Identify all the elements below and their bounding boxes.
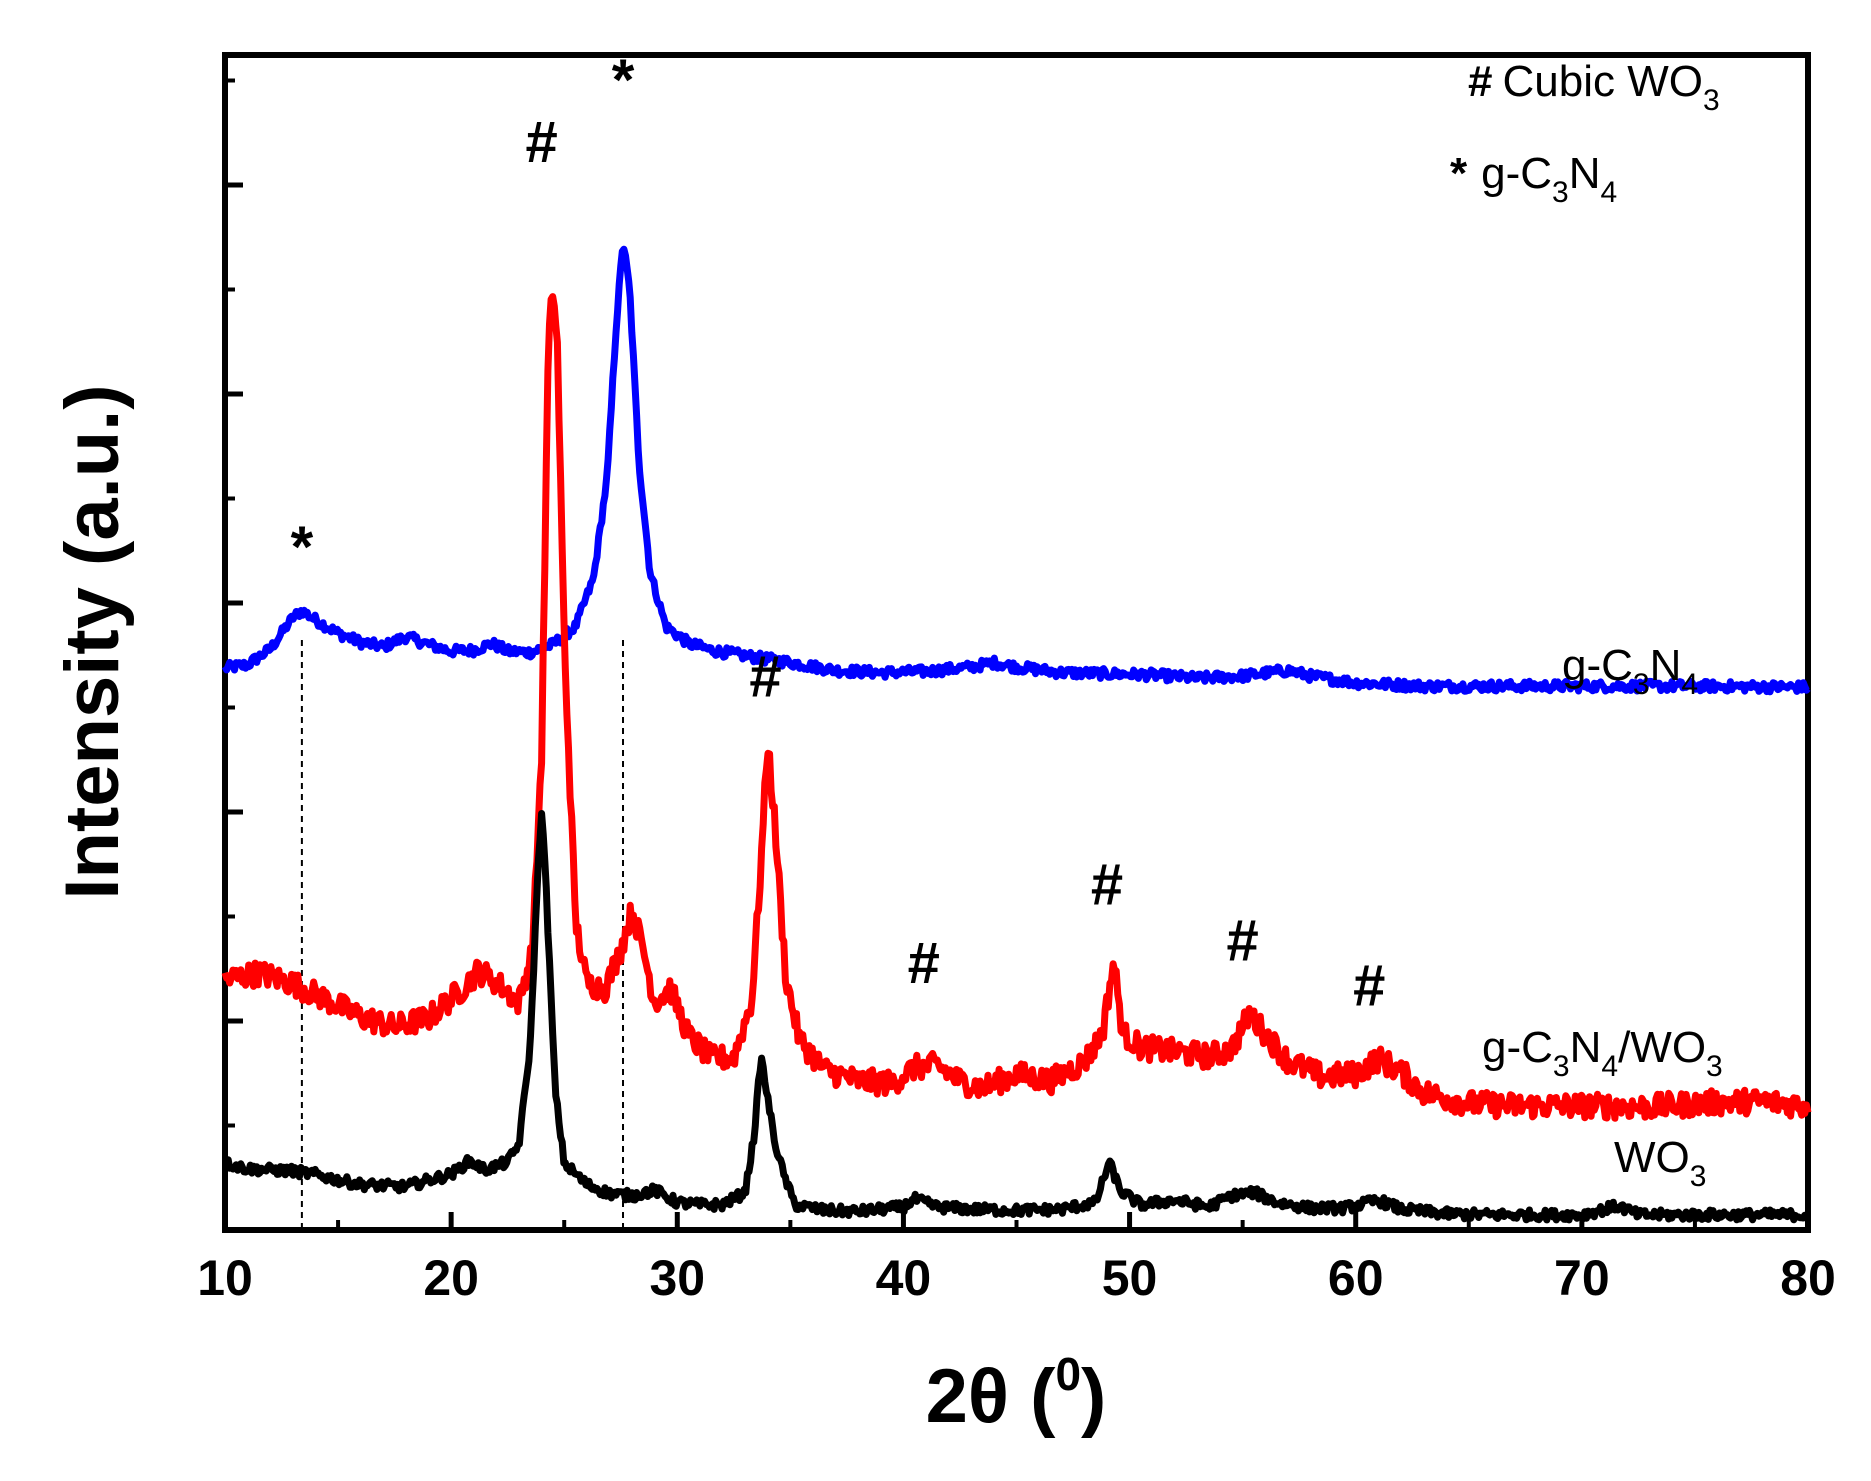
peak-marker-6: # — [1227, 909, 1259, 974]
series-line-g-c3n4-wo3 — [221, 293, 1812, 1122]
axis-ticks: 10 20 30 40 50 60 70 80 — [197, 78, 1836, 1306]
y-axis-title: Intensity (a.u.) — [50, 384, 135, 899]
peak-marker-3: # — [749, 644, 781, 709]
x-tick-label-20: 20 — [423, 1250, 479, 1306]
x-tick-label-40: 40 — [876, 1250, 932, 1306]
series-label-gc3n4-wo3: g-C3N4/WO3 — [1482, 1023, 1723, 1083]
peak-marker-2: * — [612, 48, 635, 113]
x-axis-title: 2θ (0) — [926, 1348, 1107, 1439]
peak-marker-0: * — [291, 515, 314, 580]
x-tick-label-70: 70 — [1554, 1250, 1610, 1306]
x-tick-label-10: 10 — [197, 1250, 253, 1306]
series-line-wo3 — [222, 810, 1810, 1224]
series-label-wo3: WO3 — [1614, 1133, 1706, 1193]
peak-markers: * # * # # # # # — [291, 48, 1386, 1019]
x-tick-label-30: 30 — [649, 1250, 705, 1306]
series-label-gc3n4: g-C3N4 — [1562, 641, 1698, 701]
series-group — [221, 245, 1812, 1224]
peak-marker-1: # — [525, 110, 557, 175]
x-tick-label-80: 80 — [1780, 1250, 1836, 1306]
series-line-g-c3n4 — [221, 245, 1811, 696]
x-tick-label-60: 60 — [1328, 1250, 1384, 1306]
peak-marker-7: # — [1353, 954, 1385, 1019]
legend-cubic-wo3: # Cubic WO3 — [1468, 57, 1720, 117]
x-tick-label-50: 50 — [1102, 1250, 1158, 1306]
legend-gc3n4: * g-C3N4 — [1450, 149, 1617, 209]
peak-marker-4: # — [908, 931, 940, 996]
peak-marker-5: # — [1091, 852, 1123, 917]
